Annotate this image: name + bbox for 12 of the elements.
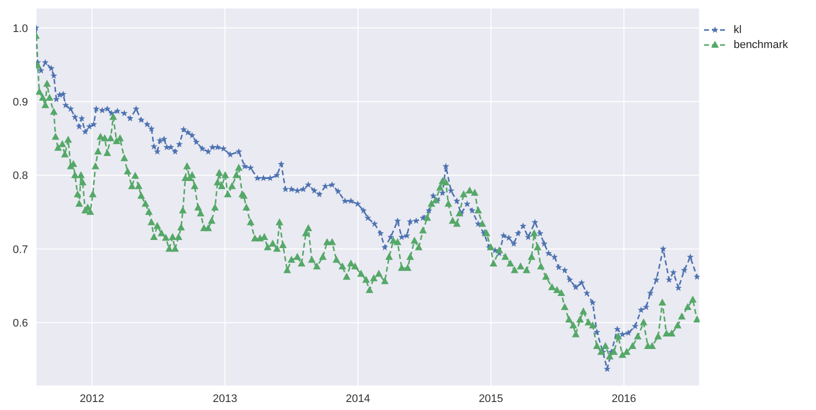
y-tick-label: 0.6 bbox=[12, 318, 28, 330]
x-tick-label: 2015 bbox=[478, 392, 504, 405]
y-tick-label: 1.0 bbox=[12, 22, 28, 35]
y-tick-label: 0.7 bbox=[12, 244, 28, 256]
x-tick-label: 2012 bbox=[80, 392, 104, 405]
y-tick-label: 0.8 bbox=[12, 170, 28, 182]
x-tick-label: 2014 bbox=[346, 392, 370, 405]
y-tick-label: 0.9 bbox=[12, 96, 28, 108]
x-tick-label: 2016 bbox=[612, 392, 636, 405]
legend-label: kl bbox=[734, 24, 742, 36]
legend-label: benchmark bbox=[734, 38, 788, 50]
x-tick-label: 2013 bbox=[212, 392, 238, 405]
